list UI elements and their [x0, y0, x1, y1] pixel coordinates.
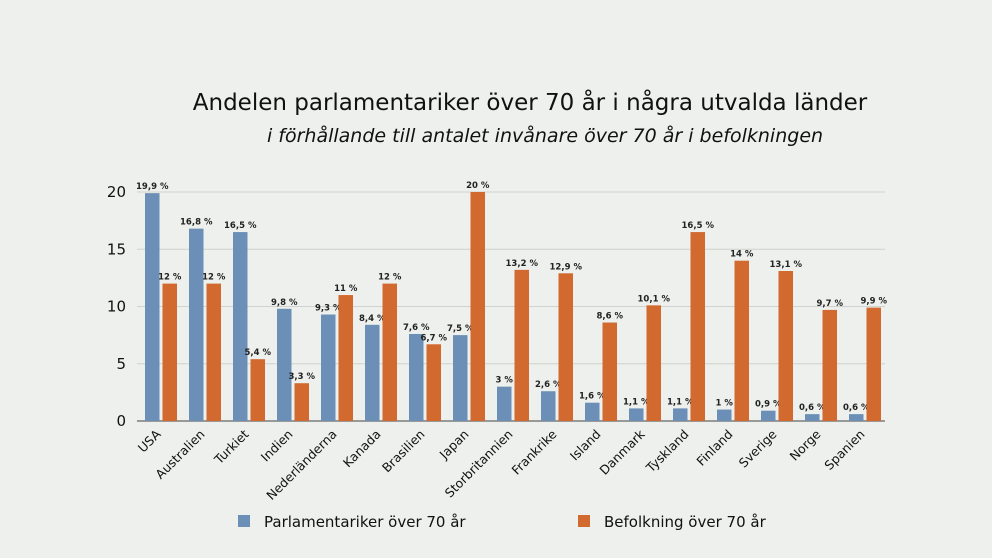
- category-label: Norge: [786, 426, 823, 463]
- bar-befolkning: [382, 283, 397, 421]
- bar-befolkning: [558, 273, 573, 421]
- category-label: Japan: [436, 427, 472, 463]
- category-label: Tyskland: [642, 427, 691, 476]
- bar-parlamentariker: [233, 232, 248, 421]
- category-label: Turkiet: [211, 426, 252, 467]
- category-label: Danmark: [596, 426, 648, 478]
- data-label: 1,6 %: [579, 392, 606, 402]
- data-label: 9,9 %: [860, 297, 887, 307]
- category-label: USA: [135, 426, 164, 455]
- y-tick-label: 15: [107, 240, 126, 258]
- data-label: 10,1 %: [638, 294, 671, 304]
- data-label: 12,9 %: [550, 262, 583, 272]
- bar-befolkning: [778, 271, 793, 421]
- bar-parlamentariker: [761, 410, 776, 421]
- data-label: 3 %: [496, 376, 514, 386]
- data-label: 6,7 %: [420, 333, 447, 343]
- bar-befolkning: [822, 309, 837, 421]
- bar-parlamentariker: [805, 414, 820, 421]
- category-label: Indien: [258, 427, 296, 465]
- chart-subtitle: i förhållande till antalet invånare över…: [267, 124, 823, 147]
- category-label: Brasilien: [379, 427, 428, 476]
- data-label: 8,6 %: [596, 312, 623, 322]
- data-label: 13,2 %: [506, 259, 539, 269]
- bar-befolkning: [646, 305, 661, 421]
- legend-label: Befolkning över 70 år: [604, 513, 767, 531]
- category-label: Spanien: [821, 427, 867, 473]
- bar-parlamentariker: [321, 314, 336, 421]
- y-tick-label: 10: [107, 298, 126, 316]
- category-label: Finland: [693, 427, 735, 469]
- category-label: Frankrike: [508, 426, 559, 477]
- data-label: 0,6 %: [799, 403, 826, 413]
- bar-parlamentariker: [453, 335, 468, 421]
- data-label: 13,1 %: [770, 260, 803, 270]
- data-label: 20 %: [466, 181, 490, 191]
- bar-befolkning: [866, 307, 881, 421]
- bar-befolkning: [206, 283, 221, 421]
- data-label: 1 %: [716, 399, 734, 409]
- bar-parlamentariker: [717, 409, 732, 421]
- bar-befolkning: [470, 192, 485, 421]
- data-label: 12 %: [158, 273, 182, 283]
- bar-befolkning: [690, 232, 705, 421]
- y-tick-label: 0: [116, 412, 126, 430]
- bar-befolkning: [294, 383, 309, 421]
- bar-befolkning: [162, 283, 177, 421]
- data-label: 3,3 %: [288, 372, 315, 382]
- data-label: 16,8 %: [180, 218, 213, 228]
- bar-parlamentariker: [277, 308, 292, 421]
- bar-befolkning: [602, 322, 617, 421]
- legend-label: Parlamentariker över 70 år: [264, 513, 466, 531]
- y-tick-label: 5: [116, 355, 126, 373]
- bar-parlamentariker: [673, 408, 688, 421]
- bar-befolkning: [426, 344, 441, 421]
- bar-parlamentariker: [585, 402, 600, 421]
- bar-parlamentariker: [189, 228, 204, 421]
- legend-swatch: [238, 515, 250, 527]
- bar-parlamentariker: [629, 408, 644, 421]
- bar-parlamentariker: [365, 324, 380, 421]
- bar-parlamentariker: [541, 391, 556, 421]
- data-label: 8,4 %: [359, 314, 386, 324]
- category-label: Sverige: [736, 426, 780, 470]
- data-label: 16,5 %: [224, 221, 257, 231]
- bar-befolkning: [250, 359, 265, 421]
- data-label: 16,5 %: [682, 221, 715, 231]
- bar-parlamentariker: [849, 414, 864, 421]
- data-label: 2,6 %: [535, 380, 562, 390]
- data-label: 1,1 %: [667, 397, 694, 407]
- data-label: 0,9 %: [755, 400, 782, 410]
- data-label: 12 %: [378, 273, 402, 283]
- data-label: 0,6 %: [843, 403, 870, 413]
- data-label: 7,6 %: [403, 323, 430, 333]
- data-label: 9,7 %: [816, 299, 843, 309]
- chart-title: Andelen parlamentariker över 70 år i någ…: [193, 88, 868, 116]
- data-label: 5,4 %: [244, 348, 271, 358]
- data-label: 11 %: [334, 284, 358, 294]
- bar-parlamentariker: [497, 386, 512, 421]
- data-label: 7,5 %: [447, 324, 474, 334]
- data-label: 19,9 %: [136, 182, 169, 192]
- category-label: Island: [567, 427, 604, 464]
- data-label: 12 %: [202, 273, 226, 283]
- category-label: Kanada: [340, 427, 384, 471]
- data-label: 1,1 %: [623, 397, 650, 407]
- bar-befolkning: [338, 295, 353, 421]
- bar-parlamentariker: [145, 193, 160, 421]
- data-label: 9,3 %: [315, 304, 342, 314]
- legend-swatch: [578, 515, 590, 527]
- bar-parlamentariker: [409, 333, 424, 421]
- data-label: 14 %: [730, 250, 754, 260]
- bar-befolkning: [514, 269, 529, 421]
- bar-befolkning: [734, 260, 749, 421]
- data-label: 9,8 %: [271, 298, 298, 308]
- y-tick-label: 20: [107, 183, 126, 201]
